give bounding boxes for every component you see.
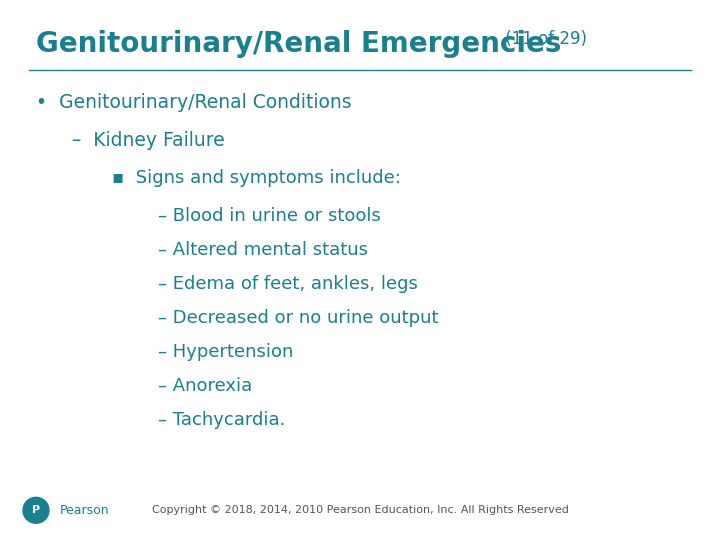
Text: –  Kidney Failure: – Kidney Failure [72, 131, 225, 150]
Text: ▪  Signs and symptoms include:: ▪ Signs and symptoms include: [112, 169, 400, 187]
Text: – Edema of feet, ankles, legs: – Edema of feet, ankles, legs [158, 275, 418, 293]
Text: – Hypertension: – Hypertension [158, 343, 294, 361]
Text: •  Genitourinary/Renal Conditions: • Genitourinary/Renal Conditions [36, 93, 351, 112]
Text: (11 of 29): (11 of 29) [500, 30, 588, 48]
Text: P: P [32, 505, 40, 515]
Text: Genitourinary/Renal Emergencies: Genitourinary/Renal Emergencies [36, 30, 562, 58]
Text: – Altered mental status: – Altered mental status [158, 241, 369, 259]
Text: Pearson: Pearson [60, 504, 109, 517]
Text: – Blood in urine or stools: – Blood in urine or stools [158, 207, 382, 225]
Text: – Decreased or no urine output: – Decreased or no urine output [158, 309, 439, 327]
Text: – Anorexia: – Anorexia [158, 377, 253, 395]
Text: Copyright © 2018, 2014, 2010 Pearson Education, Inc. All Rights Reserved: Copyright © 2018, 2014, 2010 Pearson Edu… [152, 505, 568, 515]
Text: – Tachycardia.: – Tachycardia. [158, 411, 286, 429]
Ellipse shape [23, 497, 49, 523]
